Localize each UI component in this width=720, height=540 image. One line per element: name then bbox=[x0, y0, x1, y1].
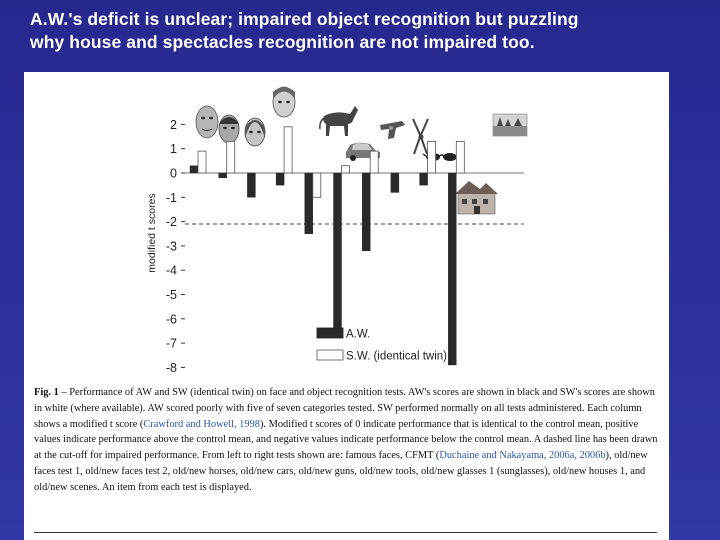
bars bbox=[189, 126, 465, 366]
scene-icon bbox=[492, 113, 528, 137]
bar-sw bbox=[312, 172, 322, 198]
bar-sw bbox=[341, 165, 350, 174]
caption-text-2: ). Modified t scores of 0 indicate perfo… bbox=[34, 418, 658, 462]
bar-sw bbox=[369, 150, 379, 174]
y-tick-label: 2 bbox=[170, 118, 177, 132]
y-tick-label: 1 bbox=[170, 142, 177, 156]
bar-aw bbox=[218, 172, 227, 179]
y-tick-label: -2 bbox=[166, 215, 177, 229]
bar-aw bbox=[419, 172, 428, 186]
y-tick-label: -8 bbox=[166, 361, 177, 375]
bar-aw bbox=[275, 172, 285, 186]
caption-citation-2[interactable]: Duchaine and Nakayama, 2006a, 2006b bbox=[439, 450, 606, 462]
cfmt-faces-icon bbox=[272, 86, 296, 118]
horse-icon bbox=[319, 106, 358, 136]
tools-icon bbox=[412, 118, 429, 155]
bar-aw bbox=[362, 172, 371, 251]
bar-sw bbox=[455, 141, 465, 174]
bar-chart: modified t scores 2 1 0 -1 -2 -3 -4 -5 -6 -7 -8 A.W… bbox=[146, 86, 528, 375]
y-axis-label: modified t scores bbox=[146, 193, 158, 272]
slide-title-line-2: why house and spectacles recognition are… bbox=[30, 32, 535, 52]
legend-label-aw: A.W. bbox=[346, 329, 370, 341]
faces-icon bbox=[195, 105, 266, 147]
caption-citation-1[interactable]: Crawford and Howell, 1998 bbox=[143, 418, 260, 430]
legend-swatch-sw bbox=[316, 349, 344, 361]
bar-aw bbox=[448, 172, 457, 366]
slide-title-line-1: A.W.'s deficit is unclear; impaired obje… bbox=[30, 9, 579, 29]
bar-aw bbox=[304, 172, 313, 234]
bar-aw bbox=[390, 172, 400, 193]
caption-fig-label: Fig. 1 bbox=[34, 387, 59, 398]
bar-sw bbox=[197, 150, 207, 174]
bar-aw bbox=[247, 172, 256, 198]
figure-caption: Fig. 1 – Performance of AW and SW (ident… bbox=[34, 385, 660, 496]
y-tick-label: 0 bbox=[170, 167, 177, 181]
caption-text-3: ), old/new faces test 1, old/new faces t… bbox=[34, 450, 648, 493]
bar-aw bbox=[189, 165, 199, 174]
bar-sw bbox=[226, 141, 236, 174]
house-icon bbox=[455, 181, 498, 215]
y-tick-label: -1 bbox=[166, 191, 177, 205]
y-tick-label: -6 bbox=[166, 312, 177, 326]
caption-text-1: – Performance of AW and SW (identical tw… bbox=[34, 387, 655, 430]
slide-title: A.W.'s deficit is unclear; impaired obje… bbox=[30, 8, 700, 54]
legend-swatch-aw bbox=[316, 327, 344, 339]
gun-icon bbox=[380, 121, 405, 139]
y-axis: modified t scores 2 1 0 -1 -2 -3 -4 -5 -6 -7 -8 bbox=[146, 118, 524, 375]
bar-aw bbox=[333, 172, 342, 332]
figure-panel: modified t scores 2 1 0 -1 -2 -3 -4 -5 -6 -7 -8 A.W… bbox=[24, 72, 669, 540]
bar-sw bbox=[427, 141, 437, 174]
bar-sw bbox=[283, 126, 293, 174]
caption-rule bbox=[34, 532, 657, 533]
y-tick-label: -5 bbox=[166, 288, 177, 302]
legend: A.W. S.W. (identical twin) bbox=[316, 327, 447, 363]
y-tick-label: -3 bbox=[166, 239, 177, 253]
y-tick-label: -7 bbox=[166, 337, 177, 351]
legend-label-sw: S.W. (identical twin) bbox=[346, 351, 447, 363]
y-tick-label: -4 bbox=[166, 264, 177, 278]
category-icons bbox=[195, 86, 528, 215]
